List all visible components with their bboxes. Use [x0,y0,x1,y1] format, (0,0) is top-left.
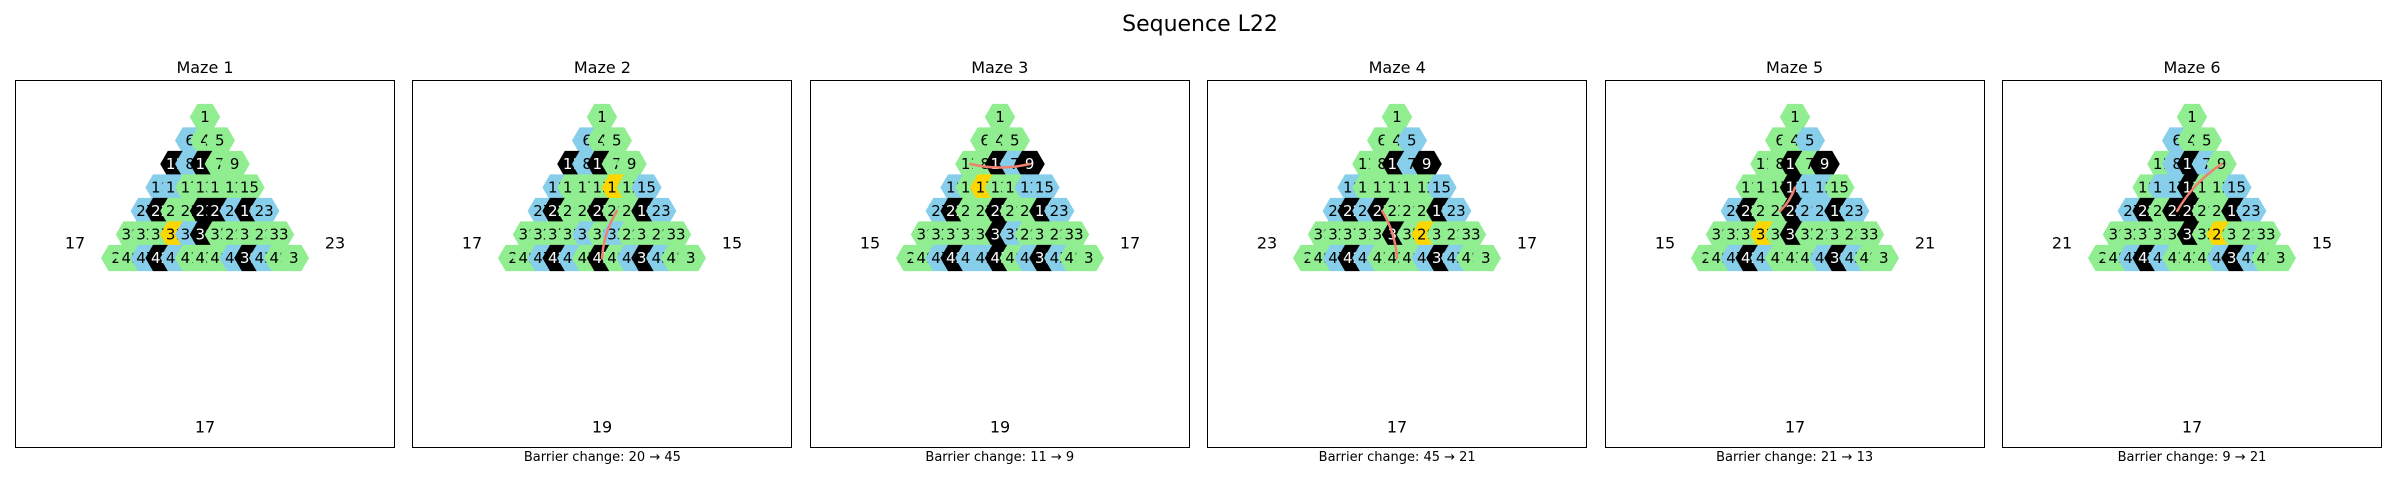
cell-number: 15 [240,179,259,197]
maze-panel: Maze 21645118107918141713161215272226212… [412,58,792,458]
side-label-bottom: 19 [990,418,1010,437]
maze-title: Maze 2 [412,58,792,77]
cell-number: 33 [269,226,288,244]
maze-grid: 1645118107918141713161215272226212520241… [2002,80,2382,448]
maze-title: Maze 3 [810,58,1190,77]
side-label-bottom: 19 [592,418,612,437]
cell-number: 33 [667,226,686,244]
side-label-bottom: 17 [2182,418,2202,437]
cell-number: 23 [652,202,671,220]
cell-number: 15 [2227,179,2246,197]
side-label-left: 15 [860,234,880,253]
cell-number: 23 [1447,202,1466,220]
barrier-caption: Barrier change: 9 → 21 [2002,450,2382,465]
barrier-caption: Barrier change: 45 → 21 [1207,450,1587,465]
maze-frame: 1645118107918141713161215272226212520241… [2002,80,2382,448]
maze-frame: 1645118107918141713161215272226212520241… [1605,80,1985,448]
side-label-right: 15 [2312,234,2332,253]
cell-number: 15 [1829,179,1848,197]
cell-number: 1 [1392,108,1402,126]
cell-number: 33 [1462,226,1481,244]
side-label-right: 21 [1914,234,1934,253]
side-label-left: 21 [2052,234,2072,253]
maze-grid: 1645118107918141713161215272226212520241… [412,80,792,448]
cell-number: 3 [1879,249,1889,267]
maze-grid: 1645118107918141713161215272226212520241… [1605,80,1985,448]
cell-number: 3 [1481,249,1491,267]
side-label-right: 17 [1120,234,1140,253]
cell-number: 15 [637,179,656,197]
side-label-bottom: 17 [1387,418,1407,437]
maze-title: Maze 1 [15,58,395,77]
hex-cell-1: 1 [2177,104,2207,130]
maze-frame: 1645118107918141713161215272226212520241… [1207,80,1587,448]
barrier-caption: Barrier change: 21 → 13 [1605,450,1985,465]
cell-number: 5 [215,132,225,150]
barrier-caption: Barrier change: 11 → 9 [810,450,1190,465]
maze-panel: Maze 61645118107918141713161215272226212… [2002,58,2382,458]
cell-number: 1 [995,108,1005,126]
cell-number: 33 [1064,226,1083,244]
cell-number: 33 [2256,226,2275,244]
maze-frame: 1645118107918141713161215272226212520241… [810,80,1190,448]
cell-number: 9 [1422,155,1432,173]
maze-panel: Maze 31645118107918141713161215272226212… [810,58,1190,458]
side-label-right: 17 [1517,234,1537,253]
cell-number: 3 [686,249,696,267]
side-label-left: 15 [1654,234,1674,253]
cell-number: 33 [1859,226,1878,244]
maze-grid: 1645118107918141713161215272226212520241… [810,80,1190,448]
maze-panel: Maze 51645118107918141713161215272226212… [1605,58,1985,458]
cell-number: 15 [1432,179,1451,197]
maze-title: Maze 5 [1605,58,1985,77]
side-label-left: 23 [1257,234,1277,253]
cell-number: 9 [230,155,240,173]
cell-number: 5 [2202,132,2212,150]
side-label-bottom: 17 [195,418,215,437]
cell-number: 3 [2276,249,2286,267]
hex-cell-1: 1 [587,104,617,130]
cell-number: 1 [2187,108,2197,126]
maze-frame: 1645118107918141713161215272226212520241… [15,80,395,448]
cell-number: 1 [1790,108,1800,126]
cell-number: 9 [1819,155,1829,173]
side-label-right: 15 [722,234,742,253]
hex-cell-1: 1 [190,104,220,130]
cell-number: 5 [1407,132,1417,150]
side-label-left: 17 [65,234,85,253]
maze-frame: 1645118107918141713161215272226212520241… [412,80,792,448]
barrier-caption: Barrier change: 20 → 45 [412,450,792,465]
cell-number: 23 [2242,202,2261,220]
cell-number: 1 [598,108,608,126]
cell-number: 5 [1010,132,1020,150]
side-label-right: 23 [325,234,345,253]
cell-number: 15 [1035,179,1054,197]
cell-number: 23 [1844,202,1863,220]
cell-number: 9 [627,155,637,173]
cell-number: 23 [255,202,274,220]
side-label-bottom: 17 [1784,418,1804,437]
cell-number: 5 [612,132,622,150]
cell-number: 23 [1049,202,1068,220]
hex-cell-1: 1 [985,104,1015,130]
maze-grid: 1645118107918141713161215272226212520241… [1207,80,1587,448]
maze-title: Maze 4 [1207,58,1587,77]
hex-cell-1: 1 [1382,104,1412,130]
hex-cell-1: 1 [1779,104,1809,130]
maze-title: Maze 6 [2002,58,2382,77]
cell-number: 3 [1084,249,1094,267]
side-label-left: 17 [462,234,482,253]
cell-number: 5 [1805,132,1815,150]
cell-number: 3 [289,249,299,267]
maze-grid: 1645118107918141713161215272226212520241… [15,80,395,448]
cell-number: 1 [200,108,210,126]
maze-panel: Maze 41645118107918141713161215272226212… [1207,58,1587,458]
maze-panel: Maze 11645118107918141713161215272226212… [15,58,395,458]
